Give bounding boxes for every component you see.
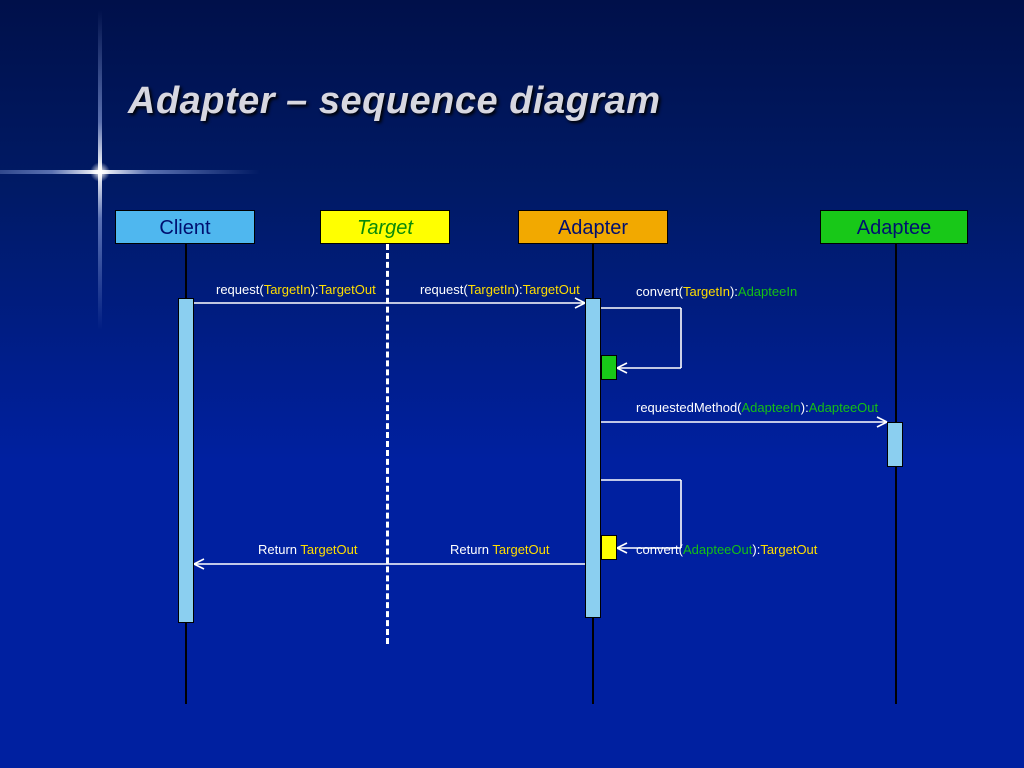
message-m1: request(TargetIn):TargetOut xyxy=(216,282,376,297)
activation-adapter-inner-yellow xyxy=(601,535,617,560)
message-m2: request(TargetIn):TargetOut xyxy=(420,282,580,297)
diagram-stage: Client Target Adapter Adaptee request(Target… xyxy=(0,180,1024,768)
activation-adapter xyxy=(585,298,601,618)
lifeline-target xyxy=(386,244,389,644)
message-r1: Return TargetOut xyxy=(450,542,550,557)
activation-adapter-inner-green xyxy=(601,355,617,380)
arrows-layer xyxy=(0,180,1024,768)
page-title: Adapter – sequence diagram xyxy=(128,80,661,123)
activation-adaptee xyxy=(887,422,903,467)
lifeline-box-adapter: Adapter xyxy=(518,210,668,244)
flare-core xyxy=(90,162,110,182)
message-r2: Return TargetOut xyxy=(258,542,358,557)
message-m5: convert(AdapteeOut):TargetOut xyxy=(636,542,817,557)
flare-horizontal xyxy=(0,170,260,174)
message-m4: requestedMethod(AdapteeIn):AdapteeOut xyxy=(636,400,878,415)
lifeline-box-adaptee: Adaptee xyxy=(820,210,968,244)
lifeline-adaptee xyxy=(895,244,897,704)
lifeline-box-client: Client xyxy=(115,210,255,244)
message-m3: convert(TargetIn):AdapteeIn xyxy=(636,284,797,299)
lifeline-box-target: Target xyxy=(320,210,450,244)
activation-client xyxy=(178,298,194,623)
